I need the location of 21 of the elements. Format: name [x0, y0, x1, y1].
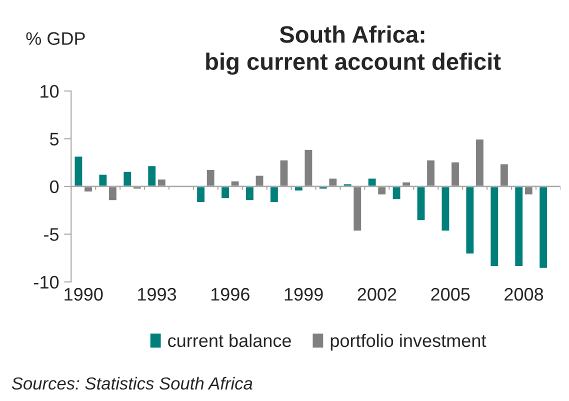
- y-tick-label: 10: [40, 84, 59, 98]
- x-tick-label: 2008: [504, 288, 544, 301]
- bar: [328, 177, 338, 188]
- legend-label: current balance: [168, 334, 291, 348]
- source-note: Sources: Statistics South Africa: [12, 376, 252, 390]
- bar: [352, 186, 362, 232]
- y-tick-label: 5: [50, 132, 59, 146]
- chart-title: South Africa: big current account deficit: [206, 25, 501, 75]
- x-tick-label: 1993: [138, 288, 176, 301]
- y-tick-label: 0: [50, 180, 59, 194]
- x-tick-label: 1999: [284, 288, 323, 301]
- y-tick-label: -5: [44, 228, 59, 241]
- x-tick-label: 1990: [64, 288, 103, 301]
- y-axis-title: % GDP: [26, 32, 85, 45]
- x-tick-label: 2002: [358, 288, 396, 301]
- bar: [538, 186, 548, 270]
- x-tick-label: 2005: [431, 288, 470, 301]
- x-tick-label: 1996: [211, 288, 250, 301]
- legend-label: portfolio investment: [330, 334, 486, 351]
- bar: [366, 177, 378, 188]
- y-tick-label: -10: [34, 276, 59, 289]
